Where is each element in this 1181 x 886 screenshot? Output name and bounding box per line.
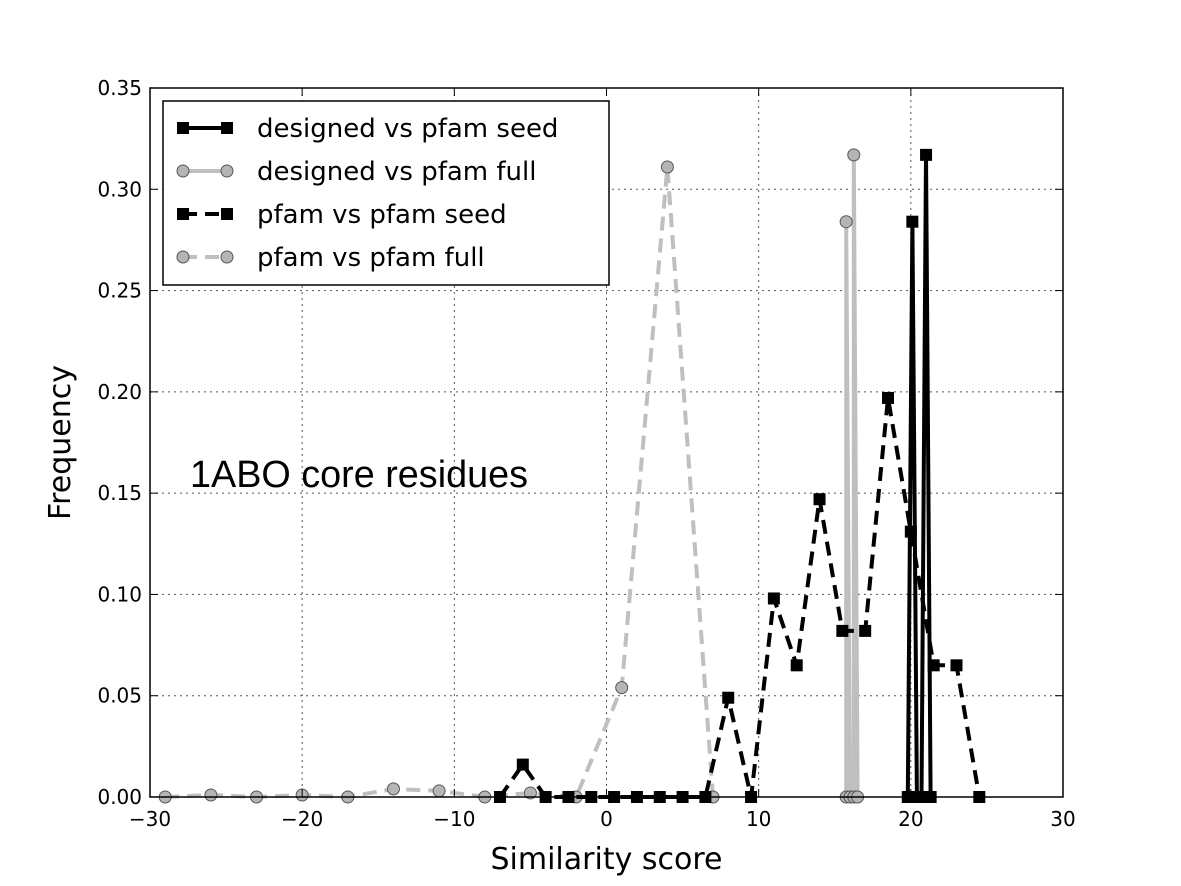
y-tick-label: 0.25 (97, 279, 142, 303)
x-tick-label: 30 (1050, 807, 1075, 831)
data-point (767, 592, 780, 605)
axis-ticks: −30 −20 −10 0 10 20 30 0.00 0.05 0.10 0.15 0.20 0.25… (97, 76, 1075, 831)
y-tick-label: 0.35 (97, 76, 142, 100)
y-tick-label: 0.15 (97, 481, 142, 505)
y-axis-label: Frequency (43, 365, 78, 520)
x-tick-label: 20 (898, 807, 923, 831)
series-line (844, 154, 860, 799)
x-tick-label: −10 (433, 807, 475, 831)
x-tick-label: −30 (129, 807, 171, 831)
legend-entry: pfam vs pfam full (176, 243, 485, 273)
y-tick-label: 0.20 (97, 380, 142, 404)
chart-annotation: 1ABO core residues (190, 454, 528, 496)
series-designed-vs-pfam-full (839, 148, 865, 804)
x-tick-label: 10 (746, 807, 771, 831)
legend-entry: pfam vs pfam seed (177, 200, 507, 230)
x-axis-label: Similarity score (491, 842, 723, 877)
data-point (813, 493, 826, 506)
data-point (920, 148, 933, 161)
data-point (839, 215, 853, 229)
y-tick-label: 0.10 (97, 582, 142, 606)
y-tick-label: 0.05 (97, 684, 142, 708)
data-point (176, 164, 190, 178)
data-point (722, 691, 735, 704)
legend-label: designed vs pfam seed (257, 114, 558, 144)
x-tick-label: 0 (600, 807, 613, 831)
legend-entry: designed vs pfam seed (177, 114, 558, 144)
y-tick-label: 0.30 (97, 177, 142, 201)
data-point (177, 208, 189, 220)
data-point (386, 782, 400, 796)
data-point (204, 788, 218, 802)
data-point (790, 659, 803, 672)
series-designed-vs-pfam-seed (901, 148, 937, 803)
data-point (221, 122, 233, 134)
data-point (177, 122, 189, 134)
data-point (615, 681, 629, 695)
data-point (432, 784, 446, 798)
data-point (882, 391, 895, 404)
legend-label: designed vs pfam full (257, 157, 536, 187)
legend-box (162, 100, 610, 286)
x-tick-label: −20 (281, 807, 323, 831)
data-point (220, 164, 234, 178)
data-point (950, 659, 963, 672)
data-point (859, 624, 872, 637)
y-tick-label: 0.00 (97, 785, 142, 809)
data-point (176, 250, 190, 264)
legend: designed vs pfam seed designed vs pfam fu… (162, 100, 610, 286)
data-point (660, 160, 674, 174)
data-point (847, 148, 861, 162)
data-point (220, 250, 234, 264)
data-point (516, 758, 529, 771)
data-point (523, 786, 537, 800)
legend-label: pfam vs pfam full (257, 243, 485, 273)
data-point (221, 208, 233, 220)
legend-entry: designed vs pfam full (176, 157, 536, 187)
data-point (836, 624, 849, 637)
data-point (906, 215, 919, 228)
legend-label: pfam vs pfam seed (257, 200, 507, 230)
